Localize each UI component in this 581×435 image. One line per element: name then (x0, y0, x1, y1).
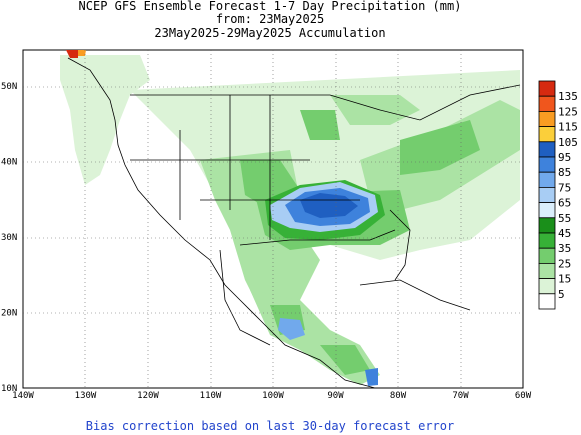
legend-label: 115 (558, 121, 578, 134)
legend-swatch (538, 141, 556, 158)
legend-label: 95 (558, 151, 571, 164)
map-init-date: from: 23May2025 (215, 12, 325, 26)
legend-label: 75 (558, 181, 571, 194)
lon-label: 60W (515, 391, 532, 401)
lat-label: 40N (1, 158, 17, 168)
legend-swatch (538, 202, 556, 219)
lat-label: 20N (1, 309, 17, 319)
lat-label: 50N (1, 82, 17, 92)
lat-label: 30N (1, 233, 17, 243)
legend-swatch (538, 111, 556, 128)
legend-label: 45 (558, 227, 571, 240)
map-borders (67, 57, 521, 389)
legend-swatch (538, 262, 556, 279)
legend-label: 25 (558, 257, 571, 270)
legend-label: 135 (558, 90, 578, 103)
legend-swatch (538, 156, 556, 173)
lon-label: 110W (200, 391, 222, 401)
legend-swatch (538, 95, 556, 112)
legend-label: 35 (558, 242, 571, 255)
legend-label: 85 (558, 166, 571, 179)
legend-label: 5 (558, 288, 565, 301)
lon-label: 100W (262, 391, 284, 401)
legend-label: 55 (558, 212, 571, 225)
lon-label: 80W (390, 391, 407, 401)
lon-label: 130W (75, 391, 97, 401)
lon-label: 120W (137, 391, 159, 401)
legend-label: 105 (558, 136, 578, 149)
legend-label: 15 (558, 273, 571, 286)
lon-label: 70W (452, 391, 469, 401)
legend-swatch (538, 186, 556, 203)
map-grid (23, 50, 523, 388)
legend-swatch (538, 278, 556, 295)
lon-label: 140W (12, 391, 34, 401)
latitude-labels: 10N 20N 30N 40N 50N (1, 82, 17, 394)
lon-label: 90W (327, 391, 344, 401)
legend-swatch (538, 171, 556, 188)
precip-legend: 135 125 115 105 95 85 75 65 55 45 35 25 15 5 (538, 80, 578, 310)
map-title: NCEP GFS Ensemble Forecast 1-7 Day Preci… (78, 0, 462, 13)
map-accumulation-period: 23May2025-29May2025 Accumulation (154, 26, 386, 40)
legend-swatch (538, 80, 556, 97)
legend-label: 125 (558, 105, 578, 118)
legend-swatch (538, 217, 556, 234)
bias-correction-note: Bias correction based on last 30-day for… (85, 419, 455, 433)
legend-swatch (538, 232, 556, 249)
precip-shading (60, 50, 520, 386)
legend-label: 65 (558, 197, 571, 210)
lat-label: 10N (1, 384, 17, 394)
legend-swatch (538, 247, 556, 264)
legend-swatch (538, 126, 556, 143)
legend-swatch (538, 293, 556, 310)
longitude-labels: 140W 130W 120W 110W 100W 90W 80W 70W 60W (12, 391, 532, 401)
